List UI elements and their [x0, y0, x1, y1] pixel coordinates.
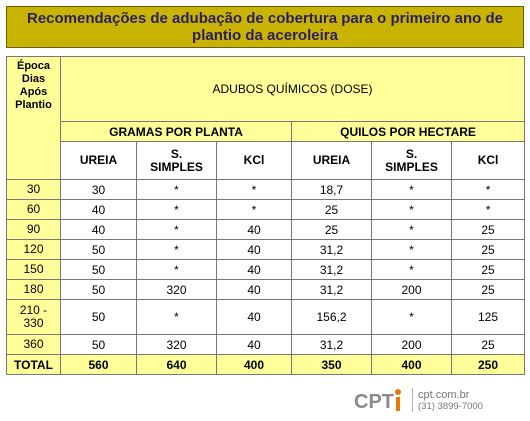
footer-divider	[412, 388, 413, 412]
table-cell: *	[371, 299, 452, 335]
header-epoca: Época Dias Após Plantio	[6, 56, 61, 180]
table-cell: 125	[450, 299, 526, 335]
header-adubos-quimicos: ADUBOS QUÍMICOS (DOSE)	[59, 56, 526, 122]
day-cell: 210 - 330	[6, 299, 61, 335]
table-cell: 320	[136, 334, 217, 355]
table-cell: 50	[60, 239, 137, 260]
fertilizer-table: Época Dias Após Plantio ADUBOS QUÍMICOS …	[6, 56, 526, 375]
total-cell: 350	[291, 354, 372, 375]
table-cell: 50	[60, 259, 137, 280]
subheader-ureia-g: UREIA	[60, 141, 137, 180]
table-row: 120 50 * 40 31,2 * 25	[6, 239, 526, 260]
cpt-logo[interactable]: CPT	[354, 386, 408, 416]
table-cell: 31,2	[291, 334, 372, 355]
table-row: 210 - 330 50 * 40 156,2 * 125	[6, 299, 526, 335]
table-cell: *	[371, 259, 452, 280]
table-row: 360 50 320 40 31,2 200 25	[6, 334, 526, 355]
logo-dot-icon	[395, 389, 401, 395]
table-cell: 40	[216, 279, 292, 300]
table-cell: 25	[450, 279, 526, 300]
table-cell: *	[136, 179, 217, 200]
table-cell: 40	[216, 239, 292, 260]
subheader-ssimples-g: S. SIMPLES	[136, 141, 217, 180]
day-cell: 150	[6, 259, 61, 280]
header-quilos-por-hectare: QUILOS POR HECTARE	[290, 121, 526, 142]
table-cell: *	[136, 239, 217, 260]
day-cell: 90	[6, 219, 61, 240]
table-row: 150 50 * 40 31,2 * 25	[6, 259, 526, 280]
table-cell: *	[450, 199, 526, 220]
table-cell: 40	[216, 219, 292, 240]
subheader-ureia-kg: UREIA	[291, 141, 372, 180]
subheader-kcl-g: KCl	[216, 141, 292, 180]
table-cell: 50	[60, 299, 137, 335]
table-row: 30 30 * * 18,7 * *	[6, 179, 526, 200]
footer-site[interactable]: cpt.com.br	[418, 389, 470, 401]
day-cell: 120	[6, 239, 61, 260]
table-cell: *	[371, 219, 452, 240]
table-cell: *	[371, 199, 452, 220]
table-cell: 31,2	[291, 279, 372, 300]
title-line-1: Recomendações de adubação de cobertura p…	[27, 10, 503, 27]
table-row: 180 50 320 40 31,2 200 25	[6, 279, 526, 300]
total-cell: 250	[450, 354, 526, 375]
footer-phone: (31) 3899-7000	[418, 401, 483, 412]
table-cell: 40	[216, 259, 292, 280]
table-cell: *	[136, 219, 217, 240]
table-cell: 25	[291, 219, 372, 240]
table-cell: *	[371, 179, 452, 200]
day-cell: 180	[6, 279, 61, 300]
table-cell: 40	[216, 299, 292, 335]
table-cell: 25	[291, 199, 372, 220]
table-row: 60 40 * * 25 * *	[6, 199, 526, 220]
total-label: TOTAL	[6, 354, 61, 375]
table-cell: *	[136, 299, 217, 335]
table-cell: 40	[60, 219, 137, 240]
table-cell: 200	[371, 334, 452, 355]
total-cell: 400	[216, 354, 292, 375]
table-body: 30 30 * * 18,7 * * 60 40 * * 25 * * 90 40 * 40 25 * 25 120 50 *…	[6, 179, 526, 355]
total-cell: 640	[136, 354, 217, 375]
table-cell: 25	[450, 239, 526, 260]
table-cell: *	[136, 199, 217, 220]
title-line-2: plantio da aceroleira	[192, 27, 338, 44]
table-cell: 156,2	[291, 299, 372, 335]
table-cell: *	[450, 179, 526, 200]
header-gramas-por-planta: GRAMAS POR PLANTA	[60, 121, 292, 142]
table-cell: 25	[450, 219, 526, 240]
table-cell: 25	[450, 259, 526, 280]
subheader-kcl-kg: KCl	[450, 141, 526, 180]
logo-letters: CPT	[354, 391, 394, 413]
table-cell: *	[371, 239, 452, 260]
day-cell: 60	[6, 199, 61, 220]
table-row: 90 40 * 40 25 * 25	[6, 219, 526, 240]
table-cell: 40	[60, 199, 137, 220]
footer-contact: cpt.com.br (31) 3899-7000	[418, 389, 483, 413]
table-cell: *	[216, 179, 292, 200]
day-cell: 30	[6, 179, 61, 200]
table-cell: 200	[371, 279, 452, 300]
table-cell: 50	[60, 334, 137, 355]
table-cell: 31,2	[291, 259, 372, 280]
table-cell: 40	[216, 334, 292, 355]
table-cell: 18,7	[291, 179, 372, 200]
table-cell: 320	[136, 279, 217, 300]
table-cell: 31,2	[291, 239, 372, 260]
logo-bar-icon	[396, 397, 400, 411]
day-cell: 360	[6, 334, 61, 355]
page-title: Recomendações de adubação de cobertura p…	[27, 10, 503, 44]
table-cell: 50	[60, 279, 137, 300]
table-cell: *	[136, 259, 217, 280]
total-row: TOTAL 560 640 400 350 400 250	[6, 354, 526, 375]
table-cell: *	[216, 199, 292, 220]
total-cell: 400	[371, 354, 452, 375]
title-banner: Recomendações de adubação de cobertura p…	[6, 6, 524, 48]
table-cell: 25	[450, 334, 526, 355]
subheader-ssimples-kg: S. SIMPLES	[371, 141, 452, 180]
total-cell: 560	[60, 354, 137, 375]
table-cell: 30	[60, 179, 137, 200]
